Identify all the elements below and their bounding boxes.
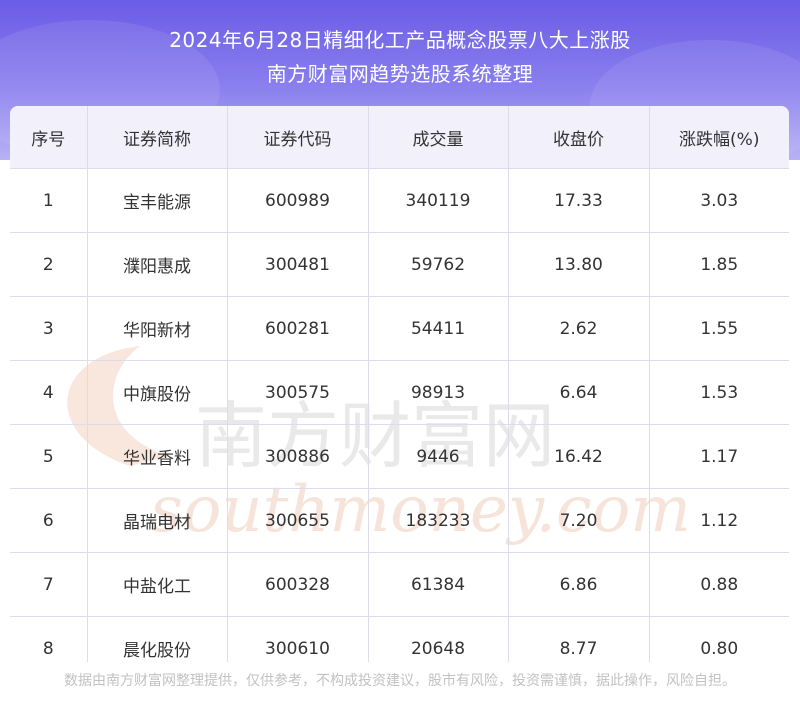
stock-table: 序号 证券简称 证券代码 成交量 收盘价 涨跌幅(%) 1 宝丰能源 60098…: [10, 106, 789, 662]
cell-index: 6: [10, 488, 88, 553]
cell-change: 1.53: [649, 360, 789, 425]
page-subtitle: 南方财富网趋势选股系统整理: [266, 62, 534, 86]
cell-change: 3.03: [649, 168, 789, 233]
cell-name: 晶瑞电材: [87, 488, 228, 553]
cell-volume: 59762: [368, 232, 509, 297]
table-row: 5 华业香料 300886 9446 16.42 1.17: [10, 424, 789, 489]
cell-close: 16.42: [508, 424, 650, 489]
page-title: 2024年6月28日精细化工产品概念股票八大上涨股: [169, 28, 631, 52]
cell-index: 3: [10, 296, 88, 361]
cell-code: 300655: [227, 488, 369, 553]
cell-change: 1.12: [649, 488, 789, 553]
cell-name: 中旗股份: [87, 360, 228, 425]
cell-code: 300610: [227, 616, 369, 662]
cell-index: 7: [10, 552, 88, 617]
cell-volume: 61384: [368, 552, 509, 617]
cell-close: 8.77: [508, 616, 650, 662]
cell-close: 6.64: [508, 360, 650, 425]
table-row: 6 晶瑞电材 300655 183233 7.20 1.12: [10, 488, 789, 553]
cell-close: 6.86: [508, 552, 650, 617]
disclaimer-footer: 数据由南方财富网整理提供，仅供参考，不构成投资建议，股市有风险，投资需谨慎，据此…: [64, 673, 736, 689]
column-header-change: 涨跌幅(%): [649, 106, 789, 169]
column-header-volume: 成交量: [368, 106, 509, 169]
table-row: 7 中盐化工 600328 61384 6.86 0.88: [10, 552, 789, 617]
table-row: 4 中旗股份 300575 98913 6.64 1.53: [10, 360, 789, 425]
cell-code: 600281: [227, 296, 369, 361]
cell-name: 晨化股份: [87, 616, 228, 662]
cell-index: 8: [10, 616, 88, 662]
cell-name: 濮阳惠成: [87, 232, 228, 297]
cell-close: 2.62: [508, 296, 650, 361]
column-header-code: 证券代码: [227, 106, 369, 169]
cell-change: 1.17: [649, 424, 789, 489]
cell-change: 0.88: [649, 552, 789, 617]
cell-change: 1.85: [649, 232, 789, 297]
cell-close: 13.80: [508, 232, 650, 297]
cell-index: 2: [10, 232, 88, 297]
cell-index: 1: [10, 168, 88, 233]
cell-volume: 9446: [368, 424, 509, 489]
column-header-close: 收盘价: [508, 106, 650, 169]
cell-volume: 183233: [368, 488, 509, 553]
cell-index: 5: [10, 424, 88, 489]
cell-close: 17.33: [508, 168, 650, 233]
column-header-name: 证券简称: [87, 106, 228, 169]
cell-volume: 340119: [368, 168, 509, 233]
cell-volume: 54411: [368, 296, 509, 361]
cell-index: 4: [10, 360, 88, 425]
cell-code: 300575: [227, 360, 369, 425]
table-row: 2 濮阳惠成 300481 59762 13.80 1.85: [10, 232, 789, 297]
cell-code: 600989: [227, 168, 369, 233]
cell-change: 1.55: [649, 296, 789, 361]
cell-change: 0.80: [649, 616, 789, 662]
cell-name: 华阳新材: [87, 296, 228, 361]
cell-volume: 98913: [368, 360, 509, 425]
column-header-index: 序号: [10, 106, 88, 169]
cell-close: 7.20: [508, 488, 650, 553]
table-row: 8 晨化股份 300610 20648 8.77 0.80: [10, 616, 789, 662]
table-row: 1 宝丰能源 600989 340119 17.33 3.03: [10, 168, 789, 233]
cell-code: 300886: [227, 424, 369, 489]
cell-name: 华业香料: [87, 424, 228, 489]
table-row: 3 华阳新材 600281 54411 2.62 1.55: [10, 296, 789, 361]
cell-code: 600328: [227, 552, 369, 617]
table-header-row: 序号 证券简称 证券代码 成交量 收盘价 涨跌幅(%): [10, 106, 789, 169]
cell-name: 宝丰能源: [87, 168, 228, 233]
stock-table-card: 南方财富网 southmoney.com 序号 证券简称 证券代码 成交量 收盘…: [10, 106, 789, 662]
cell-code: 300481: [227, 232, 369, 297]
cell-volume: 20648: [368, 616, 509, 662]
cell-name: 中盐化工: [87, 552, 228, 617]
